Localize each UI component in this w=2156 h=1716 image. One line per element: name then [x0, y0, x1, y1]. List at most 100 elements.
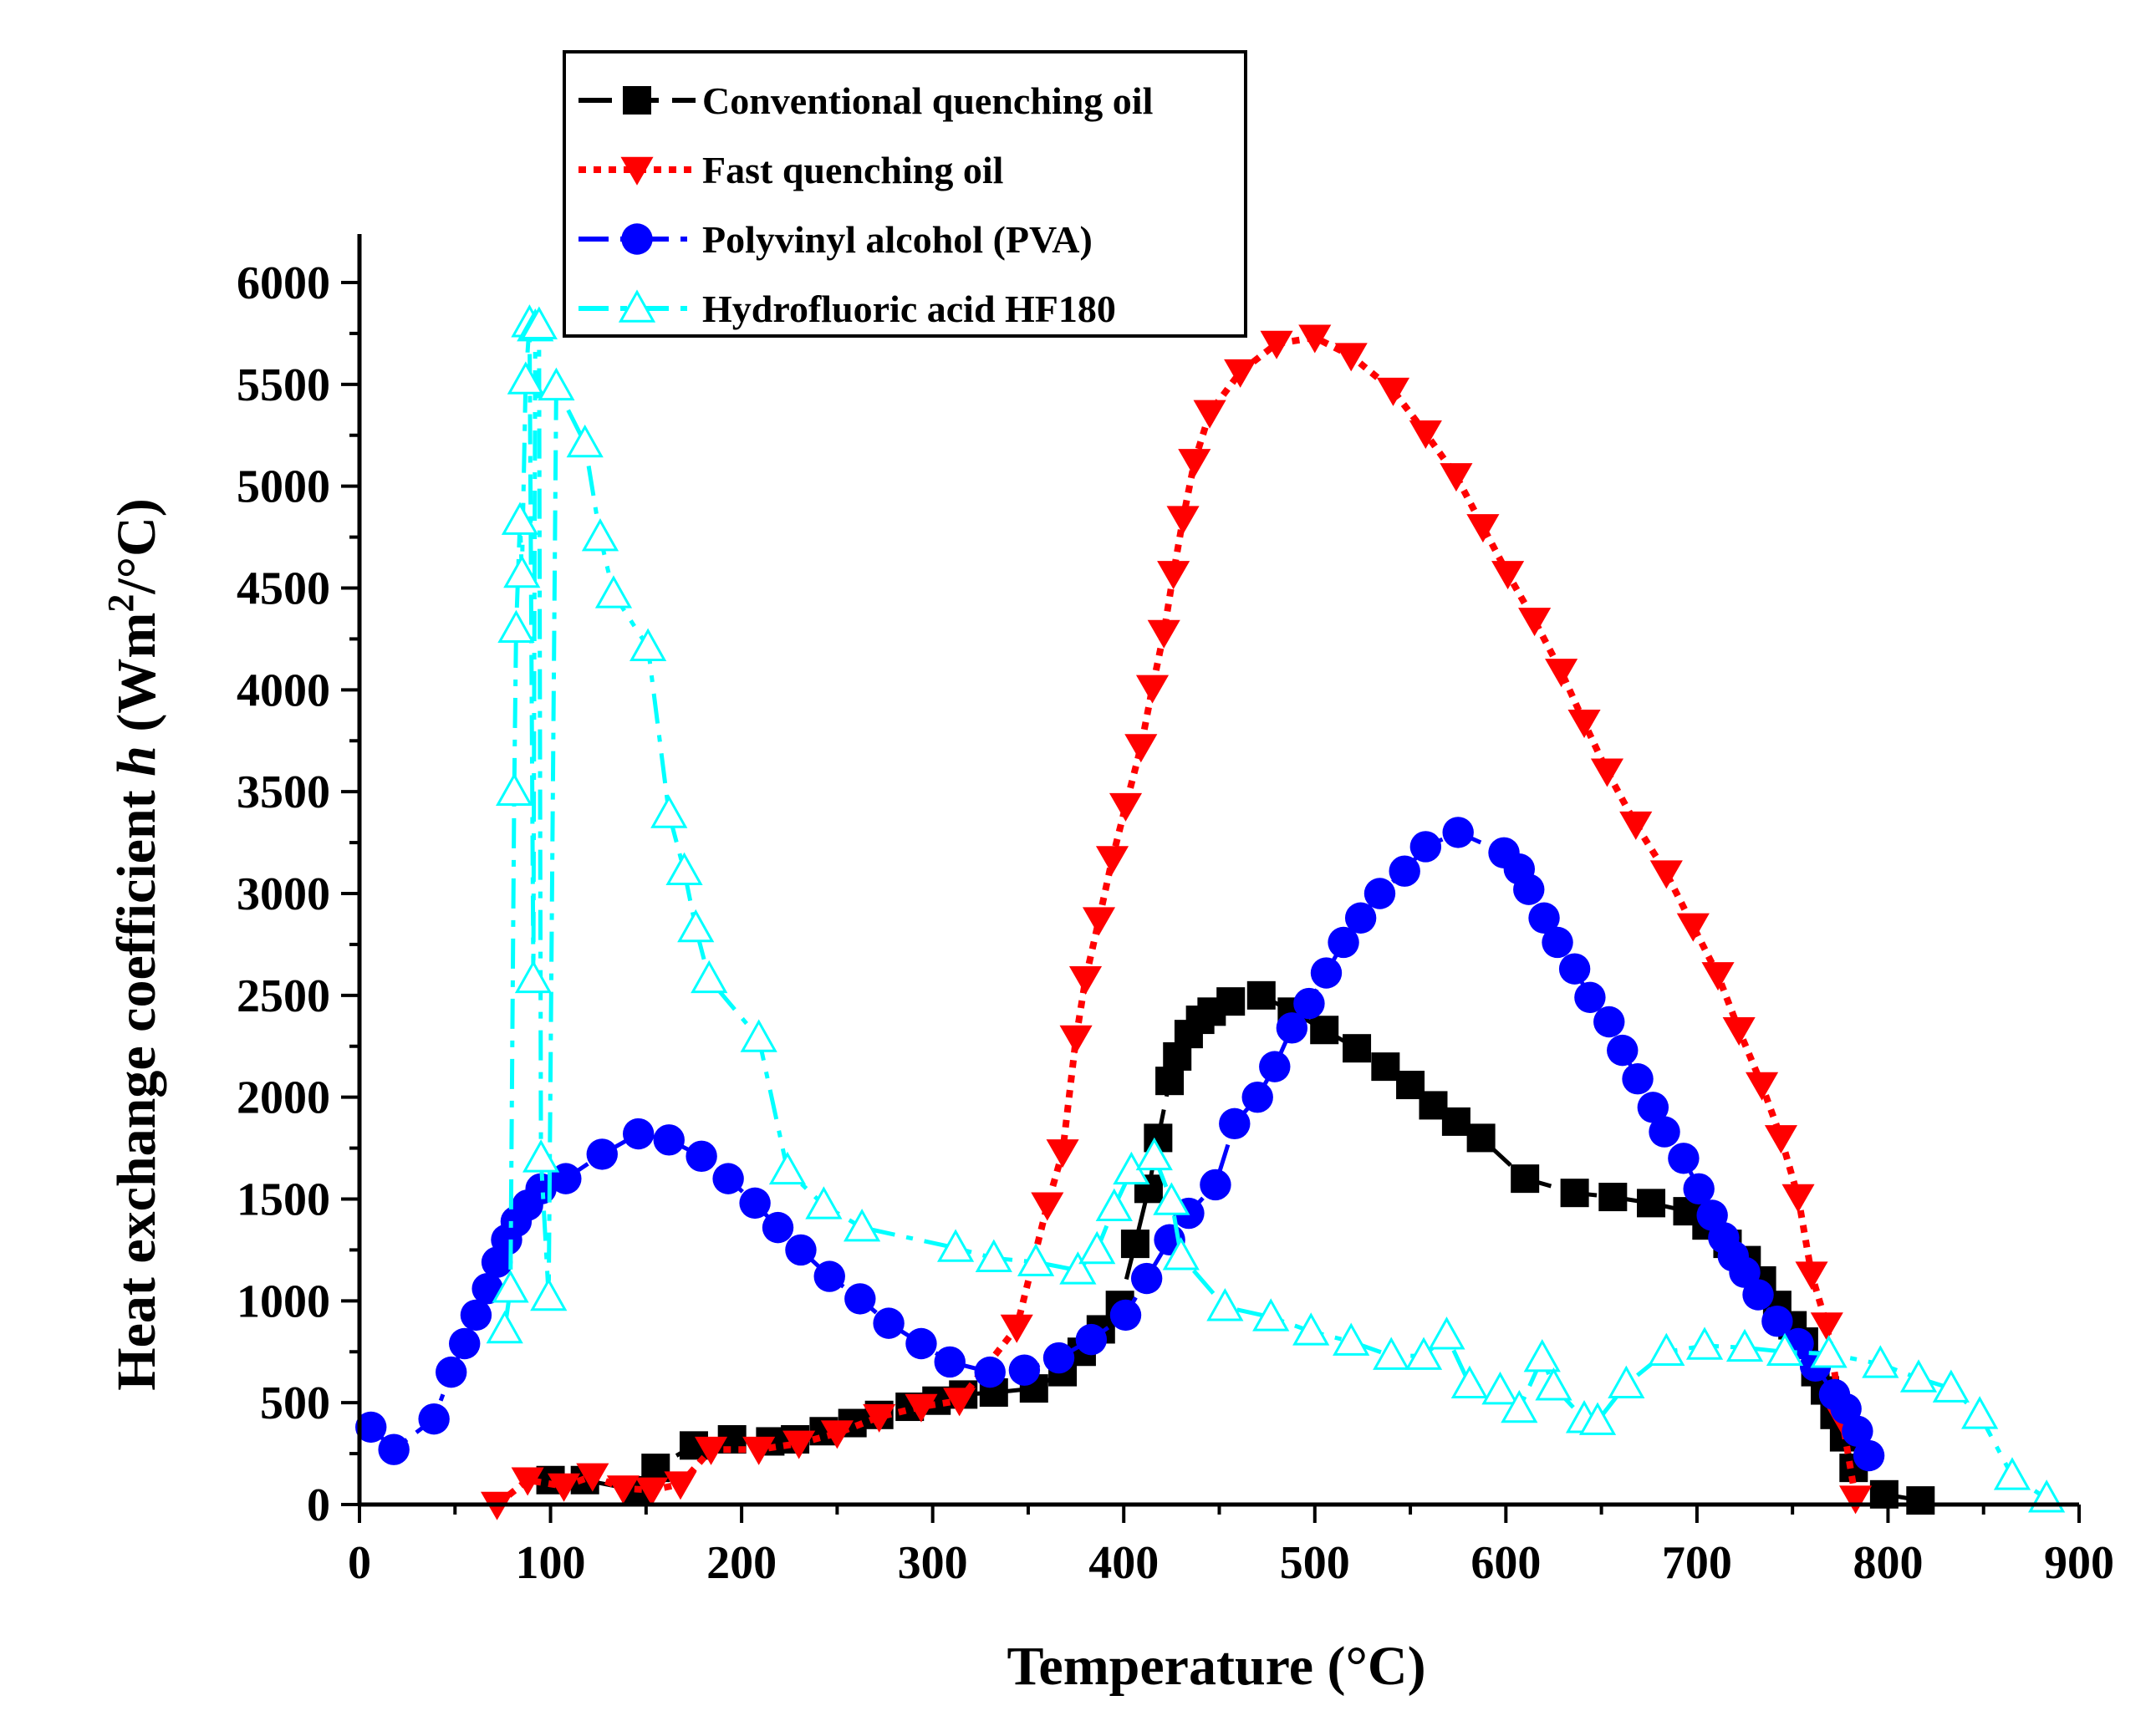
- x-tick-label: 200: [706, 1537, 777, 1589]
- series-4-point: [1648, 1332, 1685, 1367]
- series-3-point: [1109, 1299, 1142, 1332]
- series-4-point: [492, 1270, 529, 1303]
- y-tick-label: 0: [307, 1479, 330, 1531]
- legend-swatch-marker: [620, 156, 654, 186]
- y-tick-label: 2000: [237, 1072, 330, 1124]
- series-3-point: [1558, 953, 1591, 985]
- series-3-point: [1276, 1012, 1308, 1044]
- series-4-point: [520, 306, 558, 339]
- series-2-point: [1124, 734, 1158, 763]
- series-4-point: [1078, 1230, 1116, 1265]
- legend-item-4: Hydrofluoric acid HF180: [579, 288, 1116, 330]
- series-4: [486, 304, 2066, 1513]
- y-tick-label: 4500: [237, 563, 330, 615]
- series-4-point: [1162, 1237, 1200, 1270]
- series-4-point: [503, 554, 541, 588]
- series-3-point: [1241, 1081, 1273, 1113]
- series-4-point: [530, 1277, 568, 1311]
- series-2-point: [1746, 1072, 1779, 1101]
- series-4-point: [677, 909, 715, 943]
- series-4-point: [1899, 1359, 1938, 1393]
- series-4-point: [2028, 1479, 2066, 1513]
- y-tick-label: 5500: [237, 359, 330, 411]
- series-3-point: [1622, 1063, 1654, 1095]
- y-tick-label: 1000: [237, 1276, 330, 1327]
- series-4-point: [1932, 1369, 1970, 1403]
- series-3-point: [1649, 1116, 1680, 1148]
- series-4-point: [1961, 1396, 1999, 1429]
- series-2-point: [1491, 561, 1525, 590]
- y-tick-label: 6000: [237, 257, 330, 309]
- series-2-point: [820, 1420, 854, 1449]
- series-2-point: [1193, 400, 1226, 429]
- x-tick-label: 600: [1470, 1537, 1541, 1589]
- series-3-point: [1259, 1051, 1291, 1082]
- y-tick-label: 4000: [237, 665, 330, 716]
- series-4-point: [1059, 1251, 1097, 1285]
- series-3-point: [1761, 1306, 1793, 1337]
- legend-item-2: Fast quenching oil: [579, 149, 1003, 191]
- series-4-point: [522, 1139, 560, 1173]
- x-tick-label: 700: [1662, 1537, 1732, 1589]
- series-3-point: [586, 1138, 618, 1170]
- series-4-point: [501, 502, 539, 535]
- legend-swatch-marker: [623, 86, 651, 115]
- series-2-point: [1082, 907, 1116, 936]
- series-4-point: [805, 1186, 843, 1220]
- series-1-point: [1906, 1486, 1935, 1515]
- series-2-point: [1795, 1261, 1828, 1291]
- series-4-point: [1017, 1243, 1055, 1276]
- series-2-point: [1178, 449, 1211, 478]
- series-3-point: [934, 1346, 966, 1378]
- series-4-point: [496, 772, 533, 806]
- series-1-point: [1441, 1107, 1470, 1136]
- series-4-point: [1153, 1182, 1190, 1215]
- series-2-point: [576, 1463, 609, 1492]
- series-4-point: [1523, 1338, 1561, 1372]
- series-2-point: [1046, 1139, 1079, 1169]
- series-4-point: [1810, 1335, 1848, 1368]
- series-3-point: [813, 1260, 845, 1292]
- series-3-point: [1075, 1323, 1108, 1356]
- series-4-point: [740, 1019, 777, 1052]
- series-3-point: [844, 1283, 876, 1315]
- series-3-point: [1442, 817, 1474, 848]
- series-2-point: [1619, 811, 1653, 840]
- x-tick-label: 500: [1280, 1537, 1350, 1589]
- series-4-point: [1535, 1367, 1572, 1401]
- series-3-point: [712, 1163, 744, 1194]
- series-4-point: [1095, 1188, 1133, 1222]
- series-2-point: [1334, 343, 1368, 372]
- y-axis-title-prefix: Heat exchange coefficient: [106, 777, 167, 1391]
- series-2-point: [664, 1471, 697, 1500]
- legend-swatch-marker: [618, 289, 656, 323]
- series-1-point: [1343, 1034, 1372, 1063]
- series-2-point: [1147, 619, 1180, 649]
- series-1-point: [1310, 1016, 1339, 1045]
- y-tick-label: 2500: [237, 970, 330, 1022]
- series-2-point: [1059, 1025, 1093, 1054]
- series-2-point: [1764, 1125, 1798, 1154]
- series-2-point: [1839, 1485, 1873, 1515]
- x-tick-label: 100: [516, 1537, 586, 1589]
- y-tick-label: 1500: [237, 1174, 330, 1226]
- series-2-point: [1224, 359, 1257, 388]
- y-tick-label: 5000: [237, 461, 330, 513]
- series-3-point: [460, 1299, 492, 1332]
- series-4-point: [1578, 1402, 1617, 1435]
- series-4-point: [843, 1208, 881, 1242]
- series-2-point: [742, 1436, 776, 1465]
- y-axis-title-unit-open: (Wm: [106, 613, 167, 746]
- series-3-point: [653, 1124, 685, 1156]
- series-3-point: [378, 1433, 410, 1465]
- series-3-point: [1842, 1415, 1873, 1447]
- series-2-point: [635, 1477, 669, 1506]
- series-1-point: [641, 1454, 670, 1483]
- series-4-point: [936, 1229, 975, 1262]
- series-2-point: [694, 1436, 728, 1465]
- series-3-point: [1513, 873, 1545, 905]
- series-4-point: [1373, 1337, 1410, 1370]
- series-2-point: [1466, 514, 1500, 543]
- series-2-point: [1135, 675, 1170, 704]
- series-1-point: [1598, 1183, 1628, 1212]
